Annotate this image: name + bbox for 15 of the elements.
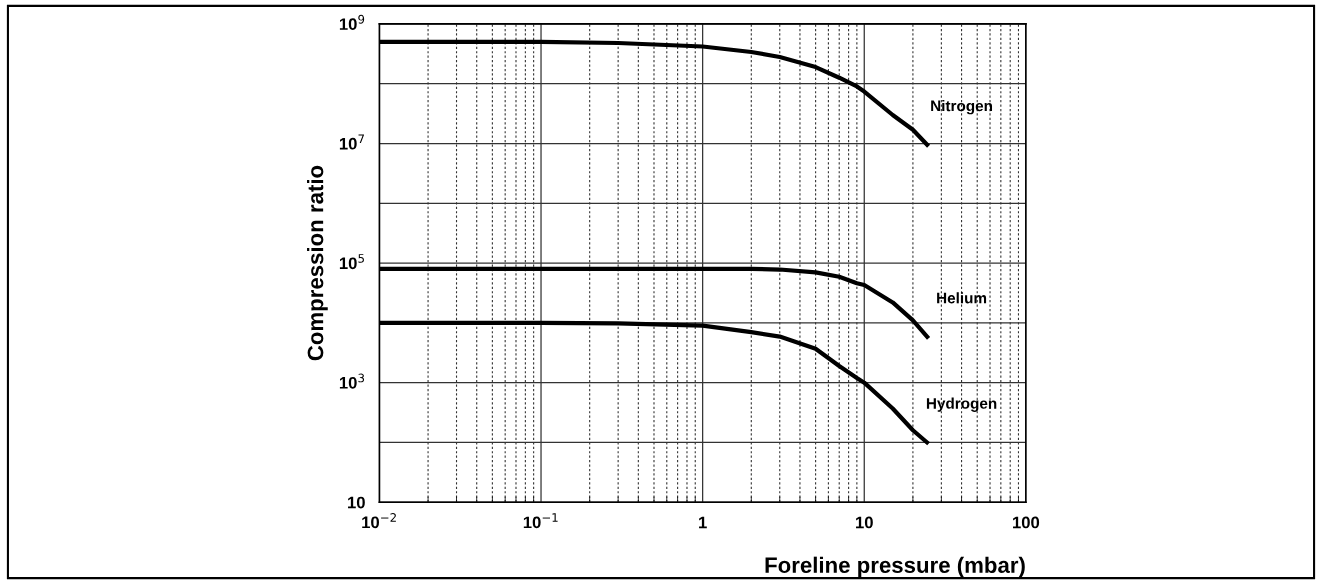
y-tick-label: 10$^{7}$ xyxy=(339,134,364,150)
y-axis-title: Compression ratio xyxy=(307,165,328,361)
y-tick-label: 10$^{9}$ xyxy=(339,14,365,31)
x-axis-title: Foreline pressure (mbar) xyxy=(765,556,1025,578)
y-tick-label: 10 xyxy=(348,496,365,509)
y-tick-label: 10$^{5}$ xyxy=(339,254,364,270)
x-tick-label: 100 xyxy=(1013,516,1040,529)
x-tick-label: 1 xyxy=(699,516,707,529)
series-label: Hydrogen xyxy=(926,397,997,412)
y-tick-label: 10$^{3}$ xyxy=(339,373,365,389)
series-label: Nitrogen xyxy=(931,100,993,115)
x-tick-label: 10 xyxy=(856,516,873,529)
x-tick-label: 10$^{−2}$ xyxy=(362,513,396,529)
series-label: Helium xyxy=(937,292,987,304)
x-tick-label: 10$^{−1}$ xyxy=(523,513,558,529)
